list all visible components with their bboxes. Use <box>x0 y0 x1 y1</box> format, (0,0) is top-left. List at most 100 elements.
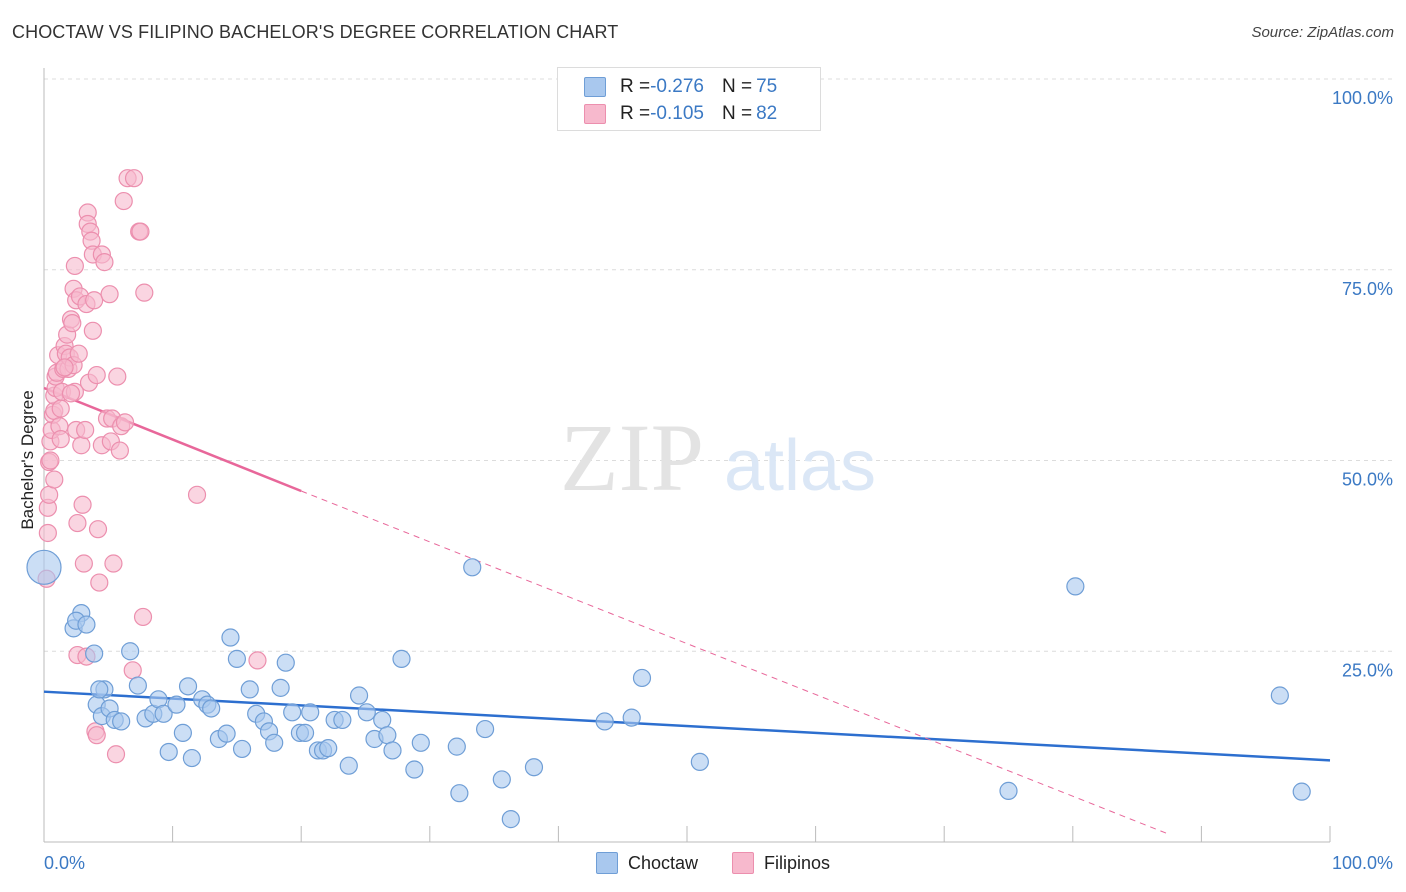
choctaw-point <box>232 739 252 759</box>
choctaw-point <box>1292 782 1311 801</box>
legend-label-choctaw: Choctaw <box>628 852 699 873</box>
filipino-point <box>104 554 123 573</box>
filipino-point <box>51 399 70 418</box>
choctaw-point <box>221 628 240 647</box>
legend-item-choctaw[interactable]: Choctaw <box>596 852 698 874</box>
choctaw-point <box>383 741 402 760</box>
choctaw-point <box>524 758 544 777</box>
filipino-point <box>45 470 64 489</box>
choctaw-point <box>1270 686 1289 705</box>
legend-n-value-filipino: 82 <box>756 103 778 124</box>
choctaw-point <box>77 615 96 634</box>
filipino-point <box>123 661 142 680</box>
filipino-point <box>248 651 267 670</box>
legend-r-label: R = <box>620 103 651 124</box>
filipino-point <box>65 256 84 276</box>
choctaw-point <box>501 810 520 829</box>
tick-labels: 0.0% 100.0% 100.0% 75.0% 50.0% 25.0% <box>44 88 1393 873</box>
legend-n-value-choctaw: 75 <box>756 76 778 97</box>
filipino-point <box>41 451 60 470</box>
trend-line-filipino <box>43 386 302 493</box>
choctaw-point <box>1066 577 1085 596</box>
choctaw-point <box>392 649 411 668</box>
choctaw-point <box>450 784 469 803</box>
trend-line-choctaw <box>43 690 1331 762</box>
choctaw-point <box>265 733 284 752</box>
choctaw-point <box>295 723 315 742</box>
choctaw-points <box>26 549 1311 829</box>
y-tick-label-75: 75.0% <box>1342 279 1393 299</box>
filipino-point <box>115 413 135 432</box>
filipino-point <box>187 485 207 504</box>
legend-item-filipinos[interactable]: Filipinos <box>732 852 830 874</box>
choctaw-point <box>178 677 198 696</box>
choctaw-point <box>333 710 352 730</box>
filipino-point <box>110 441 129 460</box>
filipino-point <box>95 253 114 272</box>
choctaw-point <box>301 703 320 722</box>
filipino-point <box>85 291 104 310</box>
filipino-point <box>83 321 102 340</box>
choctaw-point <box>475 719 495 739</box>
choctaw-point <box>182 748 201 768</box>
filipino-point <box>106 745 126 764</box>
trend-line-extension-filipino <box>301 490 1170 835</box>
filipino-point <box>108 367 127 386</box>
filipino-point <box>100 285 119 304</box>
filipino-point <box>51 430 70 449</box>
choctaw-point <box>373 710 392 730</box>
choctaw-point <box>128 676 147 695</box>
legend-row-choctaw: R = -0.276 N = 75 <box>584 75 777 99</box>
filipino-points <box>37 169 267 764</box>
choctaw-point <box>357 703 376 722</box>
choctaw-point <box>463 558 482 577</box>
choctaw-point <box>227 649 246 668</box>
choctaw-point <box>159 742 178 762</box>
watermark: ZIP atlas <box>560 404 876 511</box>
filipino-point <box>68 513 87 533</box>
choctaw-point <box>632 668 652 688</box>
choctaw-point <box>378 726 397 745</box>
legend-swatch-filipinos <box>732 852 755 874</box>
filipino-point <box>76 420 95 440</box>
legend-swatch-filipino <box>584 104 606 124</box>
y-tick-label-25: 25.0% <box>1342 660 1393 680</box>
correlation-legend: R = -0.276 N = 75 R = -0.105 N = 82 <box>557 67 821 131</box>
choctaw-point <box>90 680 109 699</box>
choctaw-point <box>276 653 295 672</box>
choctaw-point <box>690 752 709 771</box>
series-legend: Choctaw Filipinos <box>596 852 864 874</box>
choctaw-point <box>595 712 614 731</box>
watermark-atlas: atlas <box>724 426 876 506</box>
filipino-point <box>38 523 57 543</box>
choctaw-point <box>85 644 104 663</box>
filipino-point <box>40 485 59 504</box>
choctaw-point <box>240 680 259 699</box>
choctaw-point <box>202 699 221 718</box>
legend-swatch-choctaw <box>596 852 618 874</box>
legend-row-filipino: R = -0.105 N = 82 <box>584 102 777 126</box>
choctaw-point <box>121 642 140 661</box>
choctaw-point <box>154 704 173 723</box>
gridlines <box>44 78 1393 652</box>
choctaw-point <box>411 733 430 752</box>
choctaw-point <box>405 760 424 779</box>
filipino-point <box>135 283 154 302</box>
y-tick-label-100: 100.0% <box>1332 88 1393 108</box>
filipino-point <box>63 314 82 333</box>
x-tick-label-100: 100.0% <box>1332 853 1393 873</box>
legend-n-label: N = <box>721 76 753 97</box>
filipino-point <box>131 222 150 241</box>
choctaw-point <box>217 724 236 743</box>
filipino-point <box>55 358 74 377</box>
choctaw-point <box>112 712 131 731</box>
legend-label-filipinos: Filipinos <box>764 852 831 873</box>
choctaw-point <box>283 703 302 722</box>
filipino-point <box>73 495 92 514</box>
choctaw-point <box>319 739 338 758</box>
filipino-point <box>114 191 133 211</box>
choctaw-point <box>492 770 511 789</box>
legend-n-label: N = <box>721 103 753 124</box>
chart-title: CHOCTAW VS FILIPINO BACHELOR'S DEGREE CO… <box>12 22 619 42</box>
